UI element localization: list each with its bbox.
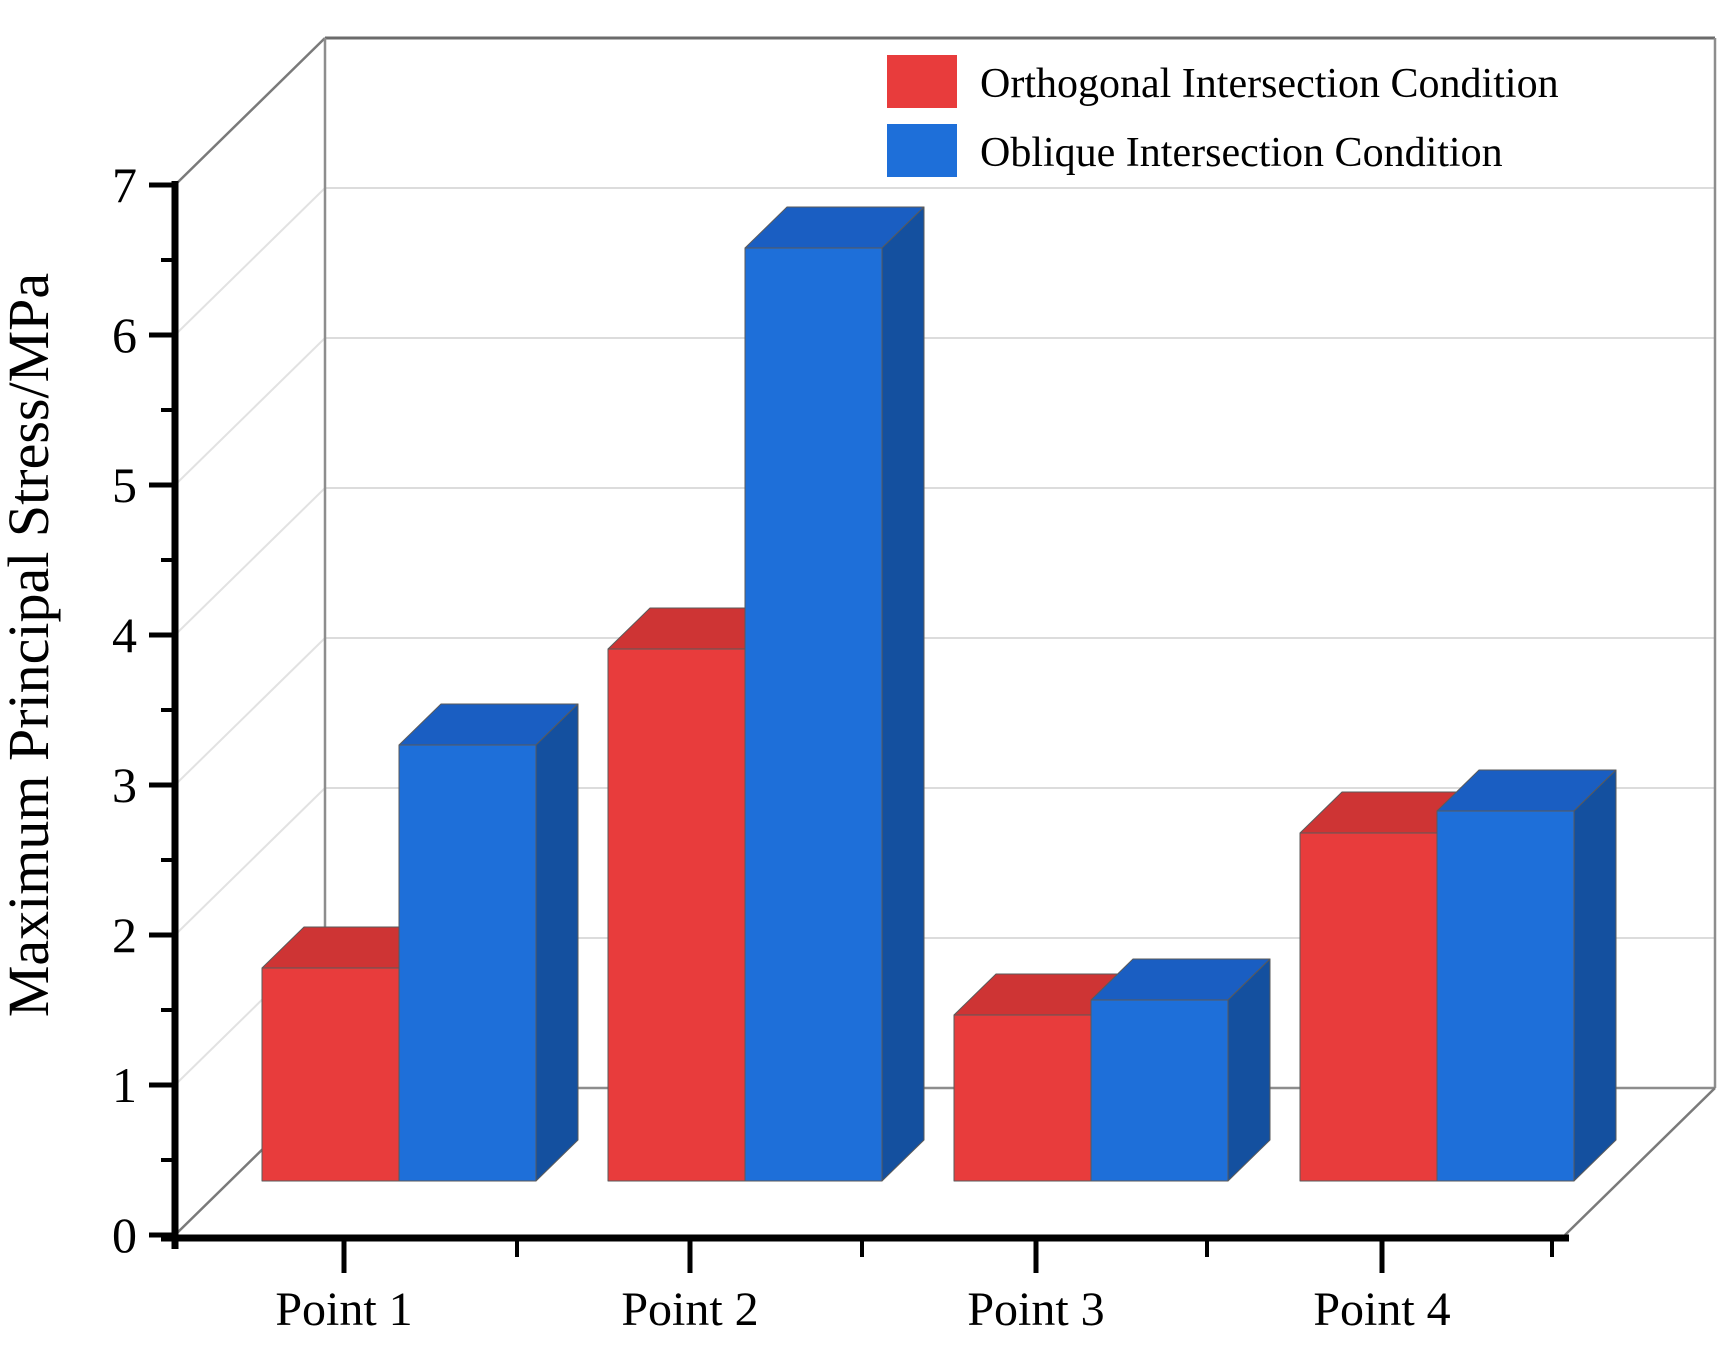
bar-side-face (1573, 769, 1617, 1182)
bar-point2-oblique (744, 206, 925, 1182)
y-tick-label-1: 1 (112, 1057, 137, 1113)
bar-front-face (953, 1014, 1092, 1182)
bar-front-face (744, 247, 883, 1182)
bar-front-face (261, 967, 400, 1182)
x-tick-label-point-4: Point 4 (1313, 1283, 1450, 1336)
gridline-leftwall-v3 (174, 637, 326, 786)
bar-front-face (1436, 810, 1575, 1182)
bars (261, 206, 1617, 1182)
edge-top-left-diagonal (174, 37, 326, 186)
y-tick-label-5: 5 (112, 457, 137, 513)
bar-point3-oblique (1090, 958, 1271, 1182)
axes (149, 181, 1569, 1273)
axis-labels: 0 1 2 3 4 5 6 7 Point 1 Point 2 Point 3 Point 4 (112, 157, 1451, 1336)
bar-side-face (535, 703, 579, 1182)
y-tick-label-2: 2 (112, 907, 137, 963)
legend-swatch-oblique (887, 124, 957, 177)
y-tick-label-7: 7 (112, 157, 137, 213)
gridline-leftwall-v2 (174, 787, 326, 936)
y-tick-label-0: 0 (112, 1207, 137, 1263)
bar-front-face (1299, 832, 1438, 1182)
x-tick-label-point-3: Point 3 (967, 1283, 1104, 1336)
edge-floor-right-diagonal (1564, 1087, 1716, 1236)
bar-point4-oblique (1436, 769, 1617, 1182)
gridline-leftwall-v6 (174, 187, 326, 336)
y-tick-label-4: 4 (112, 607, 137, 663)
bar-front-face (398, 744, 537, 1182)
y-tick-label-3: 3 (112, 757, 137, 813)
bar-side-face (881, 206, 925, 1182)
y-tick-label-6: 6 (112, 307, 137, 363)
bar-front-face (1090, 999, 1229, 1182)
gridline-leftwall-v5 (174, 337, 326, 486)
legend-swatch-orthogonal (887, 55, 957, 108)
bar-point1-oblique (398, 703, 579, 1182)
legend-label-orthogonal: Orthogonal Intersection Condition (980, 61, 1559, 107)
y-axis-title: Maximum Principal Stress/MPa (0, 273, 61, 1017)
x-tick-label-point-1: Point 1 (275, 1283, 412, 1336)
gridline-leftwall-v4 (174, 487, 326, 636)
x-tick-label-point-2: Point 2 (621, 1283, 758, 1336)
bar-front-face (607, 648, 746, 1182)
legend-label-oblique: Oblique Intersection Condition (980, 130, 1503, 176)
legend: Orthogonal Intersection Condition Obliqu… (887, 55, 1559, 177)
